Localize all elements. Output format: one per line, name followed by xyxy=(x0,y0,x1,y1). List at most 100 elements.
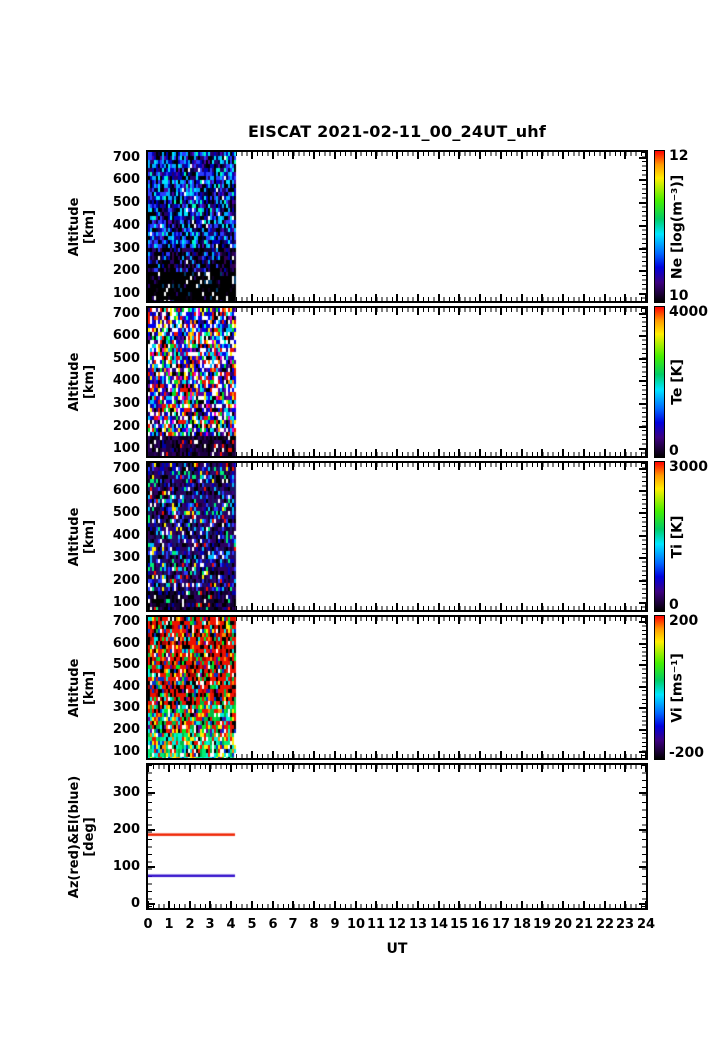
y-tick-label: 100 xyxy=(112,441,140,457)
x-major-tick xyxy=(645,308,647,315)
x-tick-label: 18 xyxy=(512,917,532,932)
colorbar-te xyxy=(654,306,665,458)
colorbar-min-label: 0 xyxy=(669,597,679,613)
y-axis-title-wrap: Az(red)&El(blue) [deg] xyxy=(58,763,106,910)
y-tick-label: 700 xyxy=(112,460,140,476)
x-tick-label: 22 xyxy=(595,917,615,932)
x-tick-label: 15 xyxy=(449,917,469,932)
y-tick-label: 200 xyxy=(112,722,140,737)
heatmap-canvas-ti xyxy=(148,463,646,610)
y-axis-title-line: [km] xyxy=(82,670,97,705)
y-tick-label: 200 xyxy=(112,572,140,588)
x-tick-label: 2 xyxy=(185,917,195,932)
panel-te xyxy=(146,306,648,458)
y-tick-label: 600 xyxy=(112,328,140,344)
y-axis-title-line: Altitude xyxy=(67,197,82,256)
x-tick-label: 24 xyxy=(636,917,656,932)
x-tick-label: 14 xyxy=(429,917,449,932)
y-tick-label: 600 xyxy=(112,172,140,188)
y-tick-label: 500 xyxy=(112,350,140,366)
y-axis-title: Altitude [km] xyxy=(67,197,97,256)
colorbar-unit-label: Te [K] xyxy=(669,359,686,405)
x-tick-label: 10 xyxy=(346,917,366,932)
y-tick-label: 400 xyxy=(112,373,140,389)
y-tick-label: 400 xyxy=(112,217,140,233)
y-axis-title-line: Altitude xyxy=(67,658,82,717)
y-axis-title-line: [km] xyxy=(82,364,97,400)
x-major-tick xyxy=(645,463,647,470)
x-tick-label: 16 xyxy=(470,917,490,932)
y-tick-label: 700 xyxy=(112,614,140,630)
y-axis-title-wrap: Altitude [km] xyxy=(58,150,106,303)
colorbar-vi xyxy=(654,615,665,760)
y-axis-title-line: [km] xyxy=(82,519,97,554)
y-tick-label: 300 xyxy=(112,700,140,716)
colorbar-unit-wrap: Te [K] xyxy=(658,306,698,458)
colorbar-unit-wrap: Vi [ms⁻¹] xyxy=(658,615,698,760)
colorbar-min-label: 0 xyxy=(669,443,679,459)
y-tick-label: 100 xyxy=(112,595,140,611)
x-tick-label: 3 xyxy=(205,917,215,932)
x-major-tick xyxy=(645,617,647,624)
y-tick-label: 100 xyxy=(112,743,140,759)
x-major-tick xyxy=(645,901,647,908)
y-tick-label: 400 xyxy=(112,527,140,543)
x-tick-label: 9 xyxy=(330,917,340,932)
y-tick-label: 300 xyxy=(112,785,140,801)
y-axis-title-line: Altitude xyxy=(67,507,82,566)
x-tick-label: 19 xyxy=(532,917,552,932)
x-major-tick xyxy=(645,751,647,758)
x-tick-label: 23 xyxy=(615,917,635,932)
y-axis-title-line: [deg] xyxy=(82,816,97,857)
x-tick-label: 7 xyxy=(288,917,298,932)
heatmap-canvas-ne xyxy=(148,152,646,301)
colorbar-unit-label: Ti [K] xyxy=(669,515,686,558)
y-axis-title-wrap: Altitude [km] xyxy=(58,306,106,458)
x-tick-label: 21 xyxy=(574,917,594,932)
colorbar-ti xyxy=(654,461,665,612)
y-axis-title-wrap: Altitude [km] xyxy=(58,461,106,612)
colorbar-unit-wrap: Ne [log(m⁻³)] xyxy=(658,150,698,303)
x-tick-label: 4 xyxy=(226,917,236,932)
x-axis-label: UT xyxy=(386,941,408,957)
y-tick-label: 700 xyxy=(112,305,140,321)
x-major-tick xyxy=(645,294,647,301)
x-tick-label: 8 xyxy=(309,917,319,932)
colorbar-max-label: 200 xyxy=(669,613,699,629)
y-tick-label: 700 xyxy=(112,149,140,165)
panel-vi xyxy=(146,615,648,760)
x-major-tick xyxy=(645,603,647,610)
x-tick-label: 17 xyxy=(491,917,511,932)
y-axis-title: Az(red)&El(blue) [deg] xyxy=(67,775,97,897)
y-axis-title: Altitude [km] xyxy=(67,507,97,566)
y-axis-title-line: Az(red)&El(blue) xyxy=(67,775,82,898)
colorbar-unit-label: Ne [log(m⁻³)] xyxy=(669,174,686,279)
x-tick-label: 0 xyxy=(143,917,153,932)
y-tick-label: 100 xyxy=(112,859,140,875)
x-tick-label: 13 xyxy=(408,917,428,932)
heatmap-canvas-te xyxy=(148,308,646,456)
y-axis-title-line: [km] xyxy=(82,209,97,244)
x-major-tick xyxy=(645,152,647,159)
y-tick-label: 200 xyxy=(112,418,140,434)
x-tick-label: 20 xyxy=(553,917,573,932)
heatmap-canvas-vi xyxy=(148,617,646,758)
x-tick-label: 12 xyxy=(387,917,407,932)
colorbar-unit-label: Vi [ms⁻¹] xyxy=(669,652,686,723)
y-axis-title-line: Altitude xyxy=(67,352,82,412)
y-axis-title: Altitude [km] xyxy=(67,353,97,412)
y-tick-label: 300 xyxy=(112,396,140,412)
panel-azel xyxy=(146,763,648,910)
y-tick-label: 500 xyxy=(112,505,140,521)
colorbar-unit-wrap: Ti [K] xyxy=(658,461,698,612)
y-axis-title-wrap: Altitude [km] xyxy=(58,615,106,760)
y-tick-label: 300 xyxy=(112,240,140,256)
colorbar-min-label: -200 xyxy=(669,745,705,761)
panel-ne xyxy=(146,150,648,303)
colorbar-min-label: 10 xyxy=(669,288,689,304)
y-tick-label: 300 xyxy=(112,550,140,566)
colorbar-max-label: 12 xyxy=(669,148,689,164)
line-canvas-azel xyxy=(148,765,646,908)
y-tick-label: 0 xyxy=(130,896,140,912)
y-tick-label: 200 xyxy=(112,822,140,838)
